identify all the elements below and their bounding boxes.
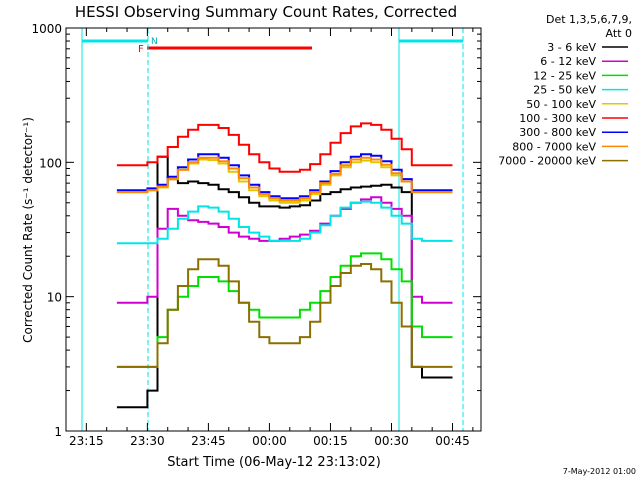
legend-label: 800 - 7000 keV	[512, 140, 596, 153]
y-tick-label: 1000	[31, 22, 62, 36]
legend-label: 7000 - 20000 keV	[498, 155, 596, 168]
legend-label: 3 - 6 keV	[547, 41, 596, 54]
series-line-8	[116, 156, 453, 202]
x-tick-label: 23:45	[191, 434, 226, 448]
series-line-4	[116, 200, 453, 245]
series-line-3	[116, 252, 453, 368]
legend-label: 50 - 100 keV	[526, 98, 596, 111]
x-tick-label: 23:30	[130, 434, 165, 448]
x-tick-label: 00:30	[374, 434, 409, 448]
x-tick-label: 00:00	[252, 434, 287, 448]
flare-flag-label: F	[138, 44, 144, 55]
x-axis-label: Start Time (06-May-12 23:13:02)	[167, 455, 381, 470]
legend-label: 300 - 800 keV	[519, 126, 596, 139]
legend-label: 6 - 12 keV	[540, 55, 596, 68]
series-line-6	[116, 122, 453, 173]
legend-header-line2: Att 0	[606, 27, 632, 40]
chart-title: HESSI Observing Summary Count Rates, Cor…	[75, 3, 457, 21]
night-flag-label: N	[151, 37, 158, 47]
legend-label: 100 - 300 keV	[519, 112, 596, 125]
y-tick-label: 10	[47, 291, 62, 305]
x-tick-label: 23:15	[69, 434, 104, 448]
plot-frame	[65, 27, 482, 432]
series-line-9	[116, 258, 453, 368]
y-tick-label: 1	[54, 425, 62, 439]
series-group	[116, 122, 453, 409]
axis-group: 23:15 23:30 23:45 00:00 00:15 00:30 00:45 1 10 10…	[31, 22, 481, 448]
y-axis-label: Corrected Count Rate (s⁻¹ detector⁻¹)	[21, 117, 35, 343]
x-tick-label: 00:45	[435, 434, 470, 448]
series-line-2	[116, 196, 453, 304]
legend-label: 25 - 50 keV	[533, 84, 596, 97]
legend-label: 12 - 25 keV	[533, 69, 596, 82]
x-tick-label: 00:15	[313, 434, 348, 448]
footer-timestamp: 7-May-2012 01:00	[563, 467, 636, 476]
y-tick-label: 100	[39, 156, 62, 170]
series-line-1	[116, 155, 453, 409]
legend-header-line1: Det 1,3,5,6,7,9,	[546, 13, 632, 26]
